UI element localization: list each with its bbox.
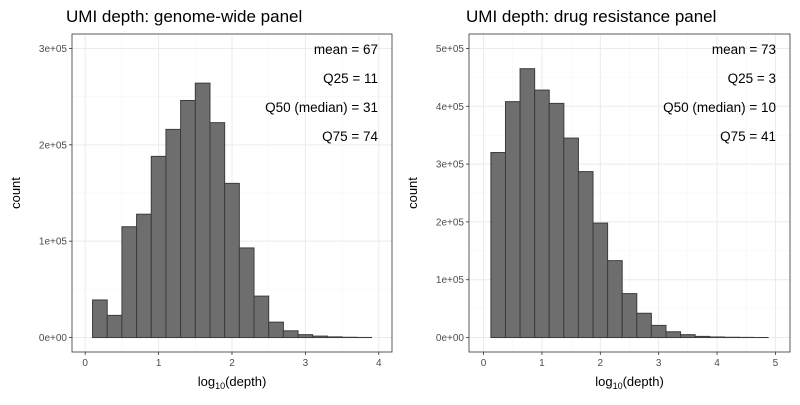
- histogram-bar: [254, 296, 269, 337]
- stats-annotation: Q75 = 41: [720, 129, 776, 144]
- x-tick-label: 5: [773, 358, 779, 369]
- chart-panel-2: UMI depth: drug resistance panel 0 1 2 3 4 5 0e…: [405, 7, 790, 391]
- y-tick-label: 0e+00: [39, 333, 68, 344]
- histogram-bar: [491, 153, 506, 338]
- stats-annotation: Q50 (median) = 31: [265, 100, 378, 115]
- x-tick-label: 1: [156, 358, 162, 369]
- histogram-bar: [122, 227, 137, 338]
- x-tick-label: 2: [598, 358, 604, 369]
- histogram-bar: [505, 102, 520, 338]
- histogram-bar: [681, 335, 696, 338]
- stats-annotation: Q25 = 3: [728, 71, 776, 86]
- histogram-bar: [666, 332, 681, 338]
- x-tick-label: 4: [376, 358, 382, 369]
- histogram-bar: [195, 83, 210, 337]
- histogram-bar: [622, 294, 637, 338]
- stats-annotation: Q25 = 11: [323, 71, 378, 86]
- x-tick-label: 1: [539, 358, 545, 369]
- chart-panel-1: UMI depth: genome-wide panel 0 1 2 3 4 0e+00 1e…: [8, 7, 392, 391]
- y-tick-label: 5e+05: [436, 44, 465, 55]
- histogram-bar: [695, 336, 710, 337]
- histogram-bar: [327, 337, 342, 338]
- histogram-bar: [578, 172, 593, 338]
- x-axis-title: log10(depth): [595, 374, 664, 391]
- y-tick-label: 2e+05: [39, 140, 68, 151]
- histogram-bar: [137, 214, 152, 337]
- histogram-bar: [166, 129, 181, 337]
- histogram-bar: [107, 315, 122, 337]
- x-tick-label: 3: [303, 358, 309, 369]
- stats-annotation: mean = 67: [314, 42, 378, 57]
- histogram-bar: [313, 336, 328, 337]
- histogram-bar: [593, 223, 608, 337]
- histogram-bar: [549, 103, 564, 337]
- histogram-bar: [535, 90, 550, 337]
- y-tick-label: 4e+05: [436, 102, 465, 113]
- histogram-bar: [181, 100, 196, 337]
- x-tick-label: 0: [82, 358, 88, 369]
- histogram-bar: [210, 123, 225, 338]
- histogram-bar: [637, 313, 652, 337]
- histogram-bar: [651, 325, 666, 337]
- chart-title: UMI depth: drug resistance panel: [466, 7, 716, 26]
- y-tick-label: 1e+05: [436, 275, 465, 286]
- y-tick-label: 3e+05: [39, 44, 68, 55]
- histogram-bar: [151, 156, 166, 337]
- histogram-bar: [710, 337, 725, 338]
- stats-annotation: Q50 (median) = 10: [663, 100, 776, 115]
- x-tick-label: 3: [656, 358, 662, 369]
- y-tick-label: 0e+00: [436, 333, 465, 344]
- histogram-bar: [298, 335, 313, 338]
- y-tick-label: 2e+05: [436, 217, 465, 228]
- y-axis-title: count: [405, 177, 420, 209]
- y-axis-title: count: [8, 177, 23, 209]
- chart-title: UMI depth: genome-wide panel: [66, 7, 302, 26]
- x-tick-label: 0: [481, 358, 487, 369]
- stats-annotation: Q75 = 74: [322, 129, 378, 144]
- histogram-bar: [225, 183, 240, 337]
- histogram-bar: [239, 248, 254, 338]
- histogram-bar: [564, 138, 579, 337]
- histogram-bar: [269, 322, 284, 337]
- histogram-bar: [283, 331, 298, 338]
- stats-annotation: mean = 73: [712, 42, 776, 57]
- x-axis-title: log10(depth): [198, 374, 267, 391]
- y-tick-label: 1e+05: [39, 237, 68, 248]
- histogram-bar: [520, 69, 535, 338]
- histogram-bar: [93, 300, 108, 338]
- x-tick-label: 2: [229, 358, 235, 369]
- histogram-bar: [608, 261, 623, 338]
- y-tick-label: 3e+05: [436, 160, 465, 171]
- x-tick-label: 4: [714, 358, 720, 369]
